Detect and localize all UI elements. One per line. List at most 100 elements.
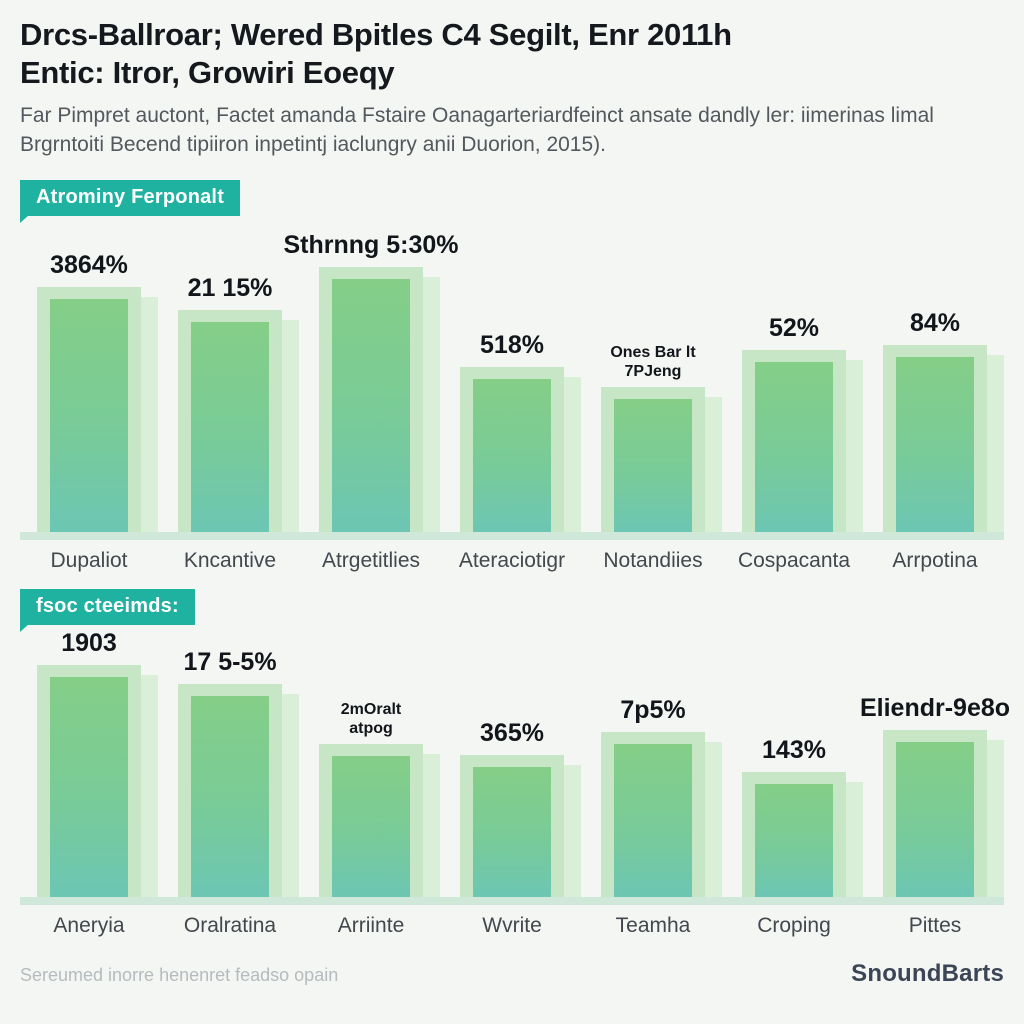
- bar-rect: [460, 367, 581, 533]
- infographic: Drcs-Ballroar; Wered Bpitles C4 Segilt, …: [20, 16, 1010, 988]
- bar-value-label: 518%: [480, 330, 544, 359]
- subtitle: Far Pimpret auctont, Factet amanda Fstai…: [20, 103, 934, 157]
- x-axis-baseline-2: [20, 897, 1004, 906]
- bar-rect: [460, 755, 581, 898]
- bar-fill: [755, 362, 833, 533]
- bar-outer-layer: [460, 367, 564, 533]
- bar-outer-layer: [742, 772, 846, 898]
- bar-value-label: 1903: [61, 628, 117, 657]
- bar-value-label: 21 15%: [187, 273, 273, 302]
- bar-outer-layer: [178, 684, 282, 898]
- bar-fill: [473, 379, 551, 533]
- bars-row-1: 3864% 21 15% Sthrnng 5:30%: [20, 216, 1004, 533]
- bar-fill: [50, 299, 128, 533]
- bar-rect: [883, 345, 1004, 533]
- category-label: Arrpotina: [892, 549, 978, 573]
- bar-rect: [37, 287, 158, 533]
- bar-outer-layer: [37, 665, 141, 898]
- footer: Sereumed inorre henenret feadso opain Sn…: [20, 960, 1004, 988]
- bar-notandiies: Ones Bar lt 7PJeng: [584, 343, 722, 533]
- bar-outer-layer: [742, 350, 846, 533]
- bar-oralratina: 17 5-5%: [161, 648, 299, 898]
- bar-rect: [601, 387, 722, 533]
- bar-outer-layer: [178, 310, 282, 533]
- bar-fill: [614, 744, 692, 898]
- section-badge-2: fsoc cteeimds:: [20, 589, 195, 633]
- x-axis-baseline-1: [20, 532, 1004, 541]
- bar-rect: [178, 684, 299, 898]
- bar-fill: [755, 784, 833, 898]
- category-label: Teamha: [615, 914, 691, 938]
- bar-fill: [332, 756, 410, 898]
- bar-outer-layer: [883, 730, 987, 898]
- bars-row-2: 1903 17 5-5% 2mOralt atpog: [20, 625, 1010, 898]
- category-label: Pittes: [908, 914, 962, 938]
- bar-aneryia: 1903: [20, 629, 158, 898]
- bar-chart-1: 3864% 21 15% Sthrnng 5:30%: [20, 216, 1004, 573]
- bar-ateraciotigr: 518%: [443, 331, 581, 533]
- bar-fill: [50, 677, 128, 898]
- chart-section-2: fsoc cteeimds: 1903 17 5-5%: [20, 573, 1010, 938]
- bar-value-label: 7p5%: [620, 695, 686, 724]
- bar-rect: [178, 310, 299, 533]
- bar-value-label: 365%: [480, 718, 544, 747]
- bar-value-label: 3864%: [50, 250, 128, 279]
- category-label: Oralratina: [183, 914, 277, 938]
- bar-cospacanta: 52%: [725, 314, 863, 533]
- source-note: Sereumed inorre henenret feadso opain: [20, 965, 339, 986]
- bar-value-label: Ones Bar lt 7PJeng: [610, 343, 696, 381]
- bar-fill: [473, 767, 551, 898]
- category-labels-2: Aneryia Oralratina Arriinte Wvrite Teamh…: [20, 914, 1004, 938]
- category-label: Atrgetitlies: [321, 549, 421, 573]
- bar-fill: [614, 399, 692, 533]
- category-label: Aneryia: [53, 914, 125, 938]
- bar-chart-2: 1903 17 5-5% 2mOralt atpog: [20, 625, 1010, 938]
- bar-dupaliot: 3864%: [20, 251, 158, 533]
- bar-fill: [332, 279, 410, 533]
- bar-value-label: Sthrnng 5:30%: [283, 230, 459, 259]
- brand-logo: SnoundBarts: [851, 960, 1004, 988]
- bar-outer-layer: [460, 755, 564, 898]
- bar-value-label: 143%: [762, 735, 826, 764]
- bar-outer-layer: [883, 345, 987, 533]
- title-line-2: Entic: Itror, Growiri Eoeqy: [20, 54, 395, 90]
- page-title: Drcs-Ballroar; Wered Bpitles C4 Segilt, …: [20, 16, 1004, 92]
- bar-arrpotina: 84%: [866, 309, 1004, 533]
- bar-outer-layer: [601, 732, 705, 898]
- bar-rect: [742, 350, 863, 533]
- category-label: Wvrite: [482, 914, 542, 938]
- bar-outer-layer: [37, 287, 141, 533]
- bar-value-label: 84%: [909, 308, 961, 337]
- category-label: Notandiies: [603, 549, 703, 573]
- title-line-1: Drcs-Ballroar; Wered Bpitles C4 Segilt, …: [20, 17, 732, 52]
- bar-kncantive: 21 15%: [161, 274, 299, 533]
- category-label: Dupaliot: [50, 549, 128, 573]
- bar-arriinte: 2mOralt atpog: [302, 700, 440, 898]
- bar-rect: [742, 772, 863, 898]
- category-label: Ateraciotigr: [458, 549, 566, 573]
- bar-fill: [896, 357, 974, 533]
- bar-outer-layer: [319, 267, 423, 533]
- bar-value-label: 17 5-5%: [183, 647, 277, 676]
- bar-rect: [37, 665, 158, 898]
- bar-rect: [319, 744, 440, 898]
- bar-croping: 143%: [725, 736, 863, 898]
- bar-rect: [883, 730, 1004, 898]
- bar-teamha: 7p5%: [584, 696, 722, 898]
- category-label: Arriinte: [337, 914, 405, 938]
- bar-rect: [601, 732, 722, 898]
- bar-rect: [319, 267, 440, 533]
- bar-value-label: 52%: [768, 313, 820, 342]
- category-label: Croping: [757, 914, 831, 938]
- section-badge-1: Atrominy Ferponalt: [20, 180, 241, 224]
- bar-wvrite: 365%: [443, 719, 581, 898]
- bar-pittes: Eliendr-9e8o: [860, 694, 1010, 898]
- category-labels-1: Dupaliot Kncantive Atrgetitlies Ateracio…: [20, 549, 1004, 573]
- bar-outer-layer: [601, 387, 705, 533]
- bar-fill: [191, 322, 269, 533]
- bar-fill: [191, 696, 269, 898]
- bar-value-label: 2mOralt atpog: [340, 700, 402, 738]
- bar-outer-layer: [319, 744, 423, 898]
- category-label: Cospacanta: [737, 549, 851, 573]
- bar-fill: [896, 742, 974, 898]
